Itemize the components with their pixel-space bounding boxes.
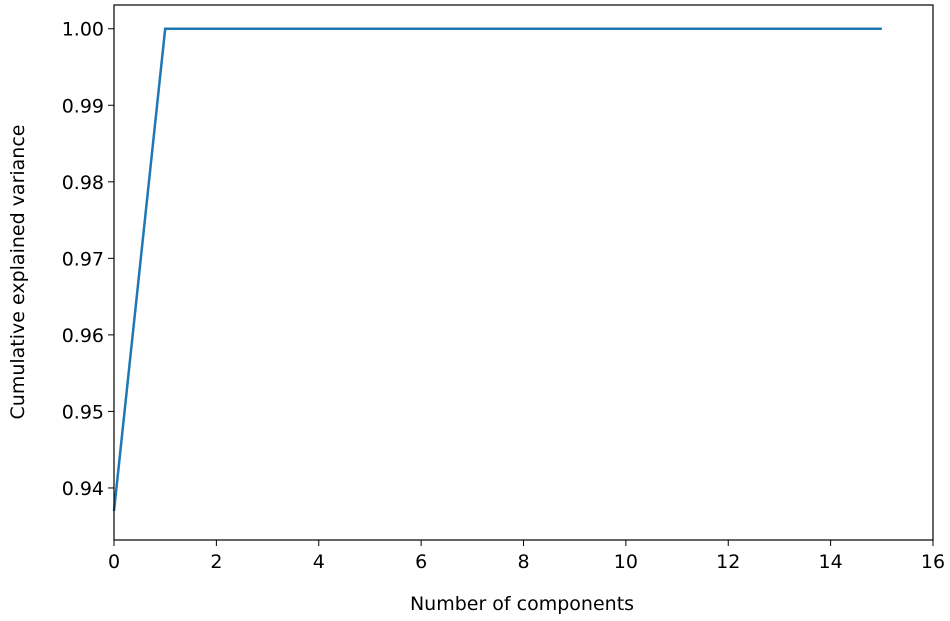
x-tick-label: 8 bbox=[517, 551, 529, 573]
y-tick-label: 0.98 bbox=[62, 172, 104, 194]
x-tick-label: 16 bbox=[921, 551, 945, 573]
y-axis-label: Cumulative explained variance bbox=[7, 125, 29, 420]
y-tick-label: 0.96 bbox=[62, 325, 104, 347]
y-tick-label: 0.95 bbox=[62, 401, 104, 423]
y-tick-label: 0.97 bbox=[62, 248, 104, 270]
x-tick-label: 10 bbox=[614, 551, 638, 573]
x-tick-label: 0 bbox=[108, 551, 120, 573]
x-axis-label: Number of components bbox=[410, 593, 634, 615]
y-tick-label: 0.94 bbox=[62, 478, 104, 500]
line bbox=[112, 27, 882, 512]
x-tick-label: 12 bbox=[716, 551, 740, 573]
y-tick-label: 0.99 bbox=[62, 95, 104, 117]
plot-frame bbox=[113, 4, 934, 541]
x-tick-label: 2 bbox=[210, 551, 222, 573]
y-tick-label: 1.00 bbox=[62, 19, 104, 41]
x-tick-label: 14 bbox=[819, 551, 843, 573]
x-tick-label: 4 bbox=[313, 551, 325, 573]
x-tick-label: 6 bbox=[415, 551, 427, 573]
